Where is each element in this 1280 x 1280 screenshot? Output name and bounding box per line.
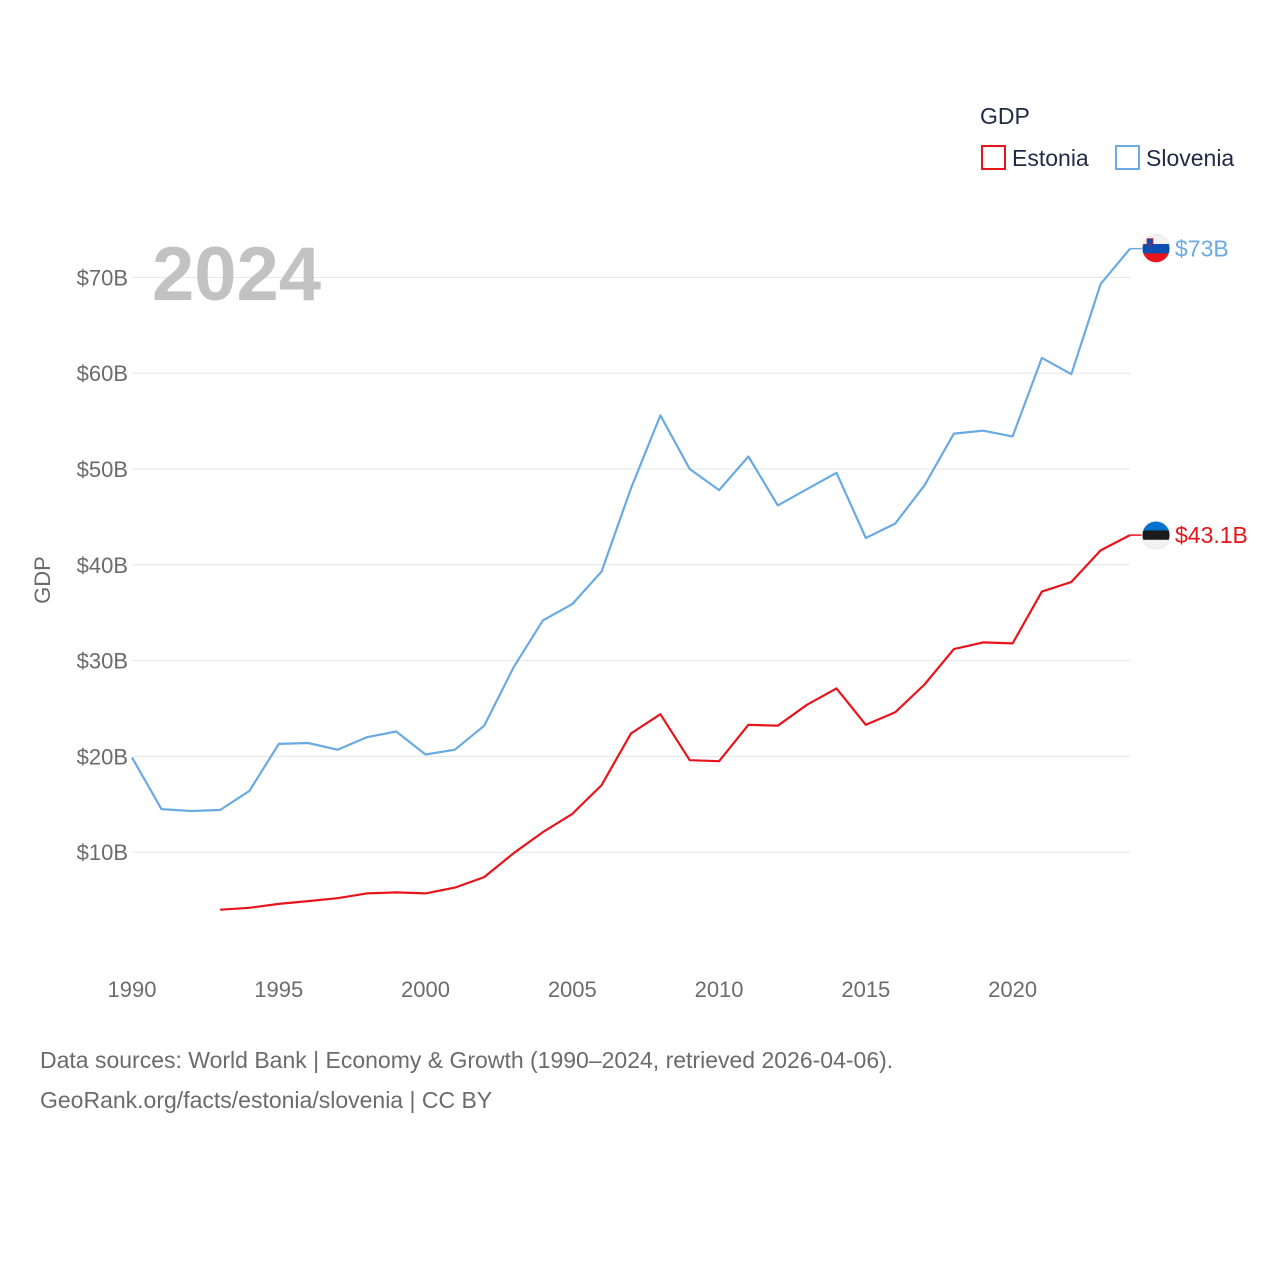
y-tick-label: $10B [77,840,128,865]
x-tick-label: 2005 [548,977,597,1002]
legend-item-slovenia[interactable]: Slovenia [1115,145,1234,171]
legend-swatch-estonia [981,145,1006,170]
x-tick-label: 2000 [401,977,450,1002]
legend-item-estonia[interactable]: Estonia [981,145,1089,171]
end-value-label-estonia: $43.1B [1175,522,1248,548]
y-tick-label: $50B [77,457,128,482]
x-tick-label: 1990 [108,977,157,1002]
footer-credit[interactable]: GeoRank.org/facts/estonia/slovenia | CC … [40,1087,493,1113]
series-lines [131,247,1131,911]
y-tick-label: $60B [77,361,128,386]
x-tick-label: 1995 [254,977,303,1002]
x-tick-label: 2020 [988,977,1037,1002]
x-axis-ticks: 1990 1995 2000 2005 2010 2015 2020 [108,977,1038,1002]
series-line-slovenia [131,247,1131,813]
legend-swatch-slovenia [1115,145,1140,170]
gridlines [132,276,1130,853]
year-label: 2024 [152,232,321,317]
y-axis-ticks: $10B $20B $30B $40B $50B $60B $70B [77,265,128,865]
legend: GDP Estonia Slovenia [980,103,1234,171]
end-value-label-slovenia: $73B [1175,236,1229,262]
legend-label-estonia: Estonia [1012,145,1089,171]
y-tick-label: $30B [77,649,128,674]
x-tick-label: 2015 [841,977,890,1002]
slovenia-flag-icon [1141,234,1171,264]
legend-label-slovenia: Slovenia [1146,145,1234,171]
legend-title: GDP [980,103,1030,129]
estonia-flag-icon [1141,520,1171,550]
y-tick-label: $70B [77,265,128,290]
x-tick-label: 2010 [695,977,744,1002]
y-axis-title: GDP [30,556,55,604]
series-line-estonia [220,534,1131,911]
y-tick-label: $20B [77,744,128,769]
end-markers: $43.1B $73B [1130,234,1248,550]
y-tick-label: $40B [77,553,128,578]
footer: Data sources: World Bank | Economy & Gro… [40,1040,893,1120]
footer-sources: Data sources: World Bank | Economy & Gro… [40,1047,894,1073]
